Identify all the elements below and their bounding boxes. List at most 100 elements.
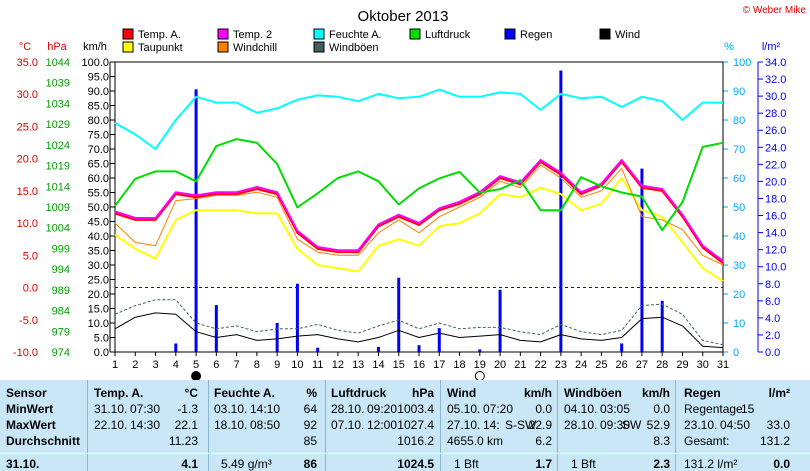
legend-swatch (599, 28, 611, 40)
pressure-axis-tick-label: 979 (52, 326, 70, 338)
pressure-max-value: 1027.4 (397, 418, 434, 432)
rain-axis-tick-label: 8.0 (765, 279, 780, 291)
rain-axis-tick-label: 24.0 (765, 142, 786, 154)
temp-axis-tick-label: 15.0 (17, 186, 38, 198)
wind-axis-tick-label: 100.0 (81, 57, 109, 69)
legend-label: Luftdruck (425, 29, 471, 41)
humidity-axis-tick-label: 60 (733, 173, 745, 185)
rain-axis-tick-label: 16.0 (765, 211, 786, 223)
pressure-axis-tick-label: 1019 (46, 161, 70, 173)
wind-axis-tick-label: 30.0 (88, 260, 109, 272)
x-tick-label: 22 (534, 359, 546, 371)
pressure-avg-value: 1016.2 (397, 434, 434, 448)
wind-axis-tick-label: 80.0 (88, 115, 109, 127)
full-moon-icon (474, 371, 485, 380)
wind-axis-tick-label: 10.0 (88, 318, 109, 330)
wind-avg-extra: 4655.0 km (447, 434, 504, 448)
copyright-label: © Weber Mike (743, 5, 807, 16)
rain-current-value: 0.0 (773, 457, 790, 471)
gust-current-value: 2.3 (653, 457, 670, 471)
temp-axis-tick-label: 20.0 (17, 154, 38, 166)
rain-bar (478, 349, 482, 352)
temp-axis-tick-label: 10.0 (17, 218, 38, 230)
legend-label: Wind (615, 29, 640, 41)
humidity-min-date: 03.10. (214, 402, 248, 416)
gust-min-date: 04.10. (564, 402, 598, 416)
rain-max-date: 23.10. (684, 418, 718, 432)
humidity-unit: % (306, 386, 317, 400)
rain-bar (194, 89, 198, 352)
wind-axis-tick-label: 85.0 (88, 101, 109, 113)
gust-min-value: 0.0 (653, 402, 670, 416)
rain-bar (174, 343, 178, 352)
pressure-axis-tick-label: 1009 (46, 202, 70, 214)
wind-unit: km/h (523, 386, 552, 400)
x-tick-label: 17 (433, 359, 445, 371)
rain-unit: l/m² (768, 386, 790, 400)
humidity-axis-tick-label: 100 (733, 57, 751, 69)
humidity-max-date: 18.10. (214, 418, 248, 432)
legend-swatch (313, 28, 325, 40)
wind-axis-tick-label: 95.0 (88, 72, 109, 84)
humidity-min-time: 14:10 (250, 402, 281, 416)
humidity-axis-unit: % (724, 41, 734, 53)
pressure-axis-unit: hPa (47, 41, 67, 53)
humidity-axis-tick-label: 0 (733, 347, 739, 359)
temp-avg-value: 11.23 (168, 434, 198, 448)
wind-max-value: 22.9 (528, 418, 552, 432)
rain-bar (275, 323, 279, 352)
pressure-axis-tick-label: 1029 (46, 119, 70, 131)
legend-label: Windchill (233, 42, 277, 54)
x-tick-label: 21 (514, 359, 526, 371)
legend-swatch (409, 28, 421, 40)
humidity-axis-tick-label: 10 (733, 318, 745, 330)
pressure-axis-tick-label: 994 (52, 264, 70, 276)
sensor-header: Sensor (6, 386, 47, 400)
row-label-min: MinWert (6, 402, 54, 416)
series-line-windchill (114, 164, 724, 266)
pressure-min-value: 1003.4 (397, 402, 434, 416)
humidity-axis-tick-label: 50 (733, 202, 745, 214)
x-tick-label: 16 (413, 359, 425, 371)
wind-axis-tick-label: 25.0 (88, 275, 109, 287)
column-divider (208, 380, 209, 471)
pressure-max-time: 12:00 (367, 418, 398, 432)
legend-swatch (313, 41, 325, 53)
humidity-header: Feuchte A. (214, 386, 275, 400)
temp-min-date: 31.10. (94, 402, 128, 416)
rain-axis-tick-label: 12.0 (765, 245, 786, 257)
x-tick-label: 10 (291, 359, 303, 371)
gust-max-dir: SW (622, 418, 642, 432)
rain-axis-tick-label: 0.0 (765, 347, 780, 359)
legend-swatch (217, 28, 229, 40)
pressure-axis-tick-label: 999 (52, 243, 70, 255)
wind-axis-tick-label: 75.0 (88, 130, 109, 142)
temp-header: Temp. A. (94, 386, 144, 400)
pressure-current-value: 1024.5 (397, 457, 434, 471)
temp-axis-tick-label: 35.0 (17, 57, 38, 69)
rain-axis-tick-label: 22.0 (765, 159, 786, 171)
wind-current-extra: 1 Bft (454, 457, 479, 471)
column-divider (325, 380, 326, 471)
wind-min-value: 0.0 (535, 402, 552, 416)
x-tick-label: 9 (274, 359, 280, 371)
temp-axis-tick-label: 30.0 (17, 89, 38, 101)
pressure-min-time: 09:20 (367, 402, 398, 416)
rain-bar (640, 168, 644, 352)
row-label-avg: Durchschnitt (6, 434, 81, 448)
humidity-axis-tick-label: 80 (733, 115, 745, 127)
rain-axis-tick-label: 34.0 (765, 57, 786, 69)
legend-label: Taupunkt (138, 42, 183, 54)
x-tick-label: 6 (213, 359, 219, 371)
pressure-axis-tick-label: 984 (52, 306, 70, 318)
wind-axis-tick-label: 5.0 (94, 333, 109, 345)
series-line-wind (114, 312, 724, 349)
rain-current-extra: 131.2 l/m² (684, 457, 738, 471)
rain-max-time: 04:50 (720, 418, 751, 432)
column-divider (675, 380, 676, 471)
rain-days-value: 15 (741, 402, 755, 416)
temp-current-value: 4.1 (181, 457, 198, 471)
wind-avg-value: 6.2 (535, 434, 552, 448)
rain-total-label: Gesamt: (684, 434, 730, 448)
humidity-axis-tick-label: 90 (733, 86, 745, 98)
